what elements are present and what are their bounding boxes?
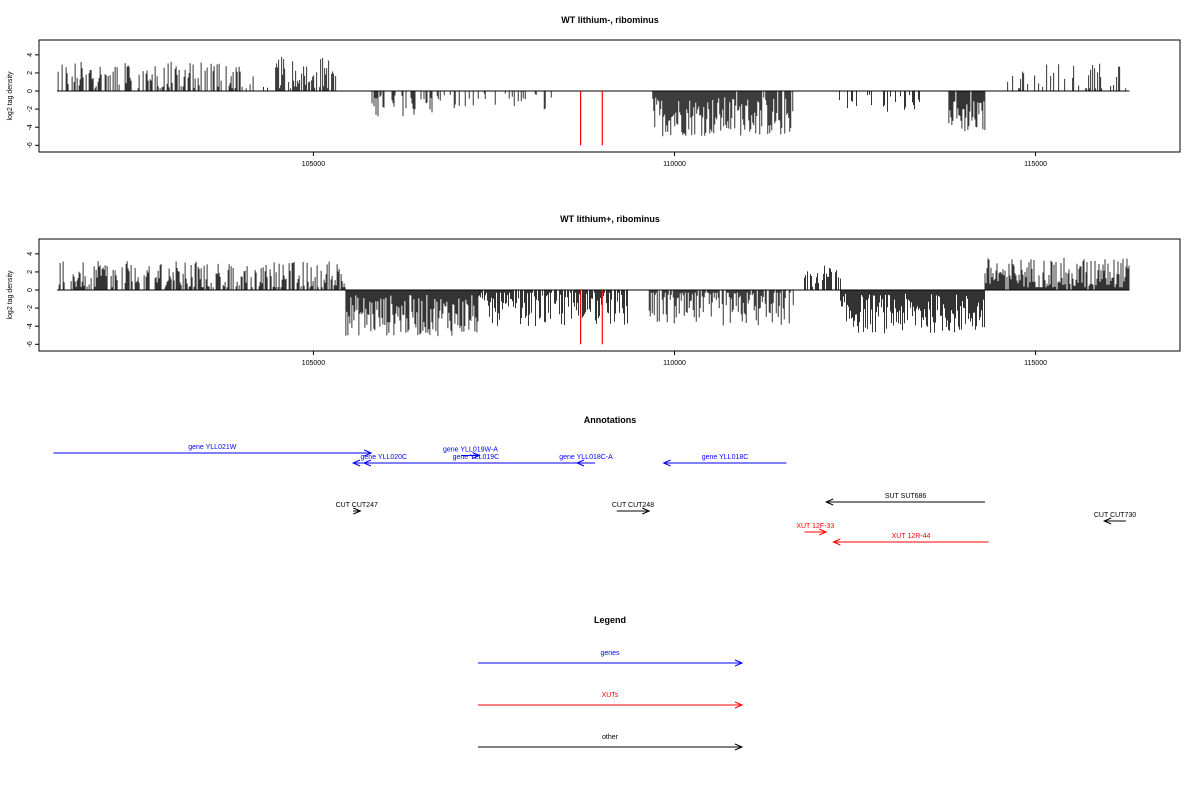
panel-1-x-axis: 105000 110000 115000 xyxy=(302,152,1047,168)
arrow-head xyxy=(472,452,481,459)
annotation-feature: gene YLL018C xyxy=(662,454,787,467)
feature-label: XUT 12R-44 xyxy=(892,533,931,540)
feature-label: gene YLL020C xyxy=(361,454,408,461)
y-tick-label: 2 xyxy=(27,270,34,274)
feature-label: gene YLL019C xyxy=(453,454,500,461)
legend-label: genes xyxy=(600,650,620,657)
feature-label: CUT CUT248 xyxy=(612,502,654,509)
annotation-feature: CUT CUT248 xyxy=(612,502,654,515)
x-tick-label: 105000 xyxy=(302,360,325,367)
y-tick-label: 4 xyxy=(27,252,34,256)
annotation-feature: gene YLL019C xyxy=(362,454,588,467)
legend-label: XUTs xyxy=(602,692,619,699)
panel-1-ylabel: log2 tag density xyxy=(7,71,14,121)
legend-item: other xyxy=(478,734,744,751)
y-tick-label: -4 xyxy=(27,124,34,130)
panel-2-frame xyxy=(38,238,1181,352)
feature-label: CUT CUT730 xyxy=(1094,512,1136,519)
feature-label: XUT 12F-33 xyxy=(796,523,834,530)
arrow-head xyxy=(824,498,834,506)
arrow-head xyxy=(734,701,744,709)
arrow-head xyxy=(362,459,372,467)
arrow-head xyxy=(662,459,671,467)
panel-1-y-axis: 4 2 0 -2 -4 -6 xyxy=(27,53,40,148)
annotation-feature: gene YLL019W-A xyxy=(443,447,498,459)
arrow-head xyxy=(1102,517,1112,525)
annotation-feature: gene YLL020C xyxy=(351,454,415,467)
feature-label: gene YLL021W xyxy=(188,444,237,451)
panel-1-bars xyxy=(57,56,1130,146)
feature-label: gene YLL019W-A xyxy=(443,447,498,454)
y-tick-label: -6 xyxy=(27,341,34,347)
feature-label: CUT CUT247 xyxy=(336,502,378,509)
y-tick-label: -2 xyxy=(27,305,34,311)
arrow-head xyxy=(832,538,841,546)
x-tick-label: 115000 xyxy=(1024,360,1047,367)
annotations-title: Annotations xyxy=(584,415,637,425)
legend-item: genes xyxy=(478,650,744,667)
annotation-feature: CUT CUT247 xyxy=(336,502,378,515)
arrow-head xyxy=(818,528,828,536)
panel-2-title: WT lithium+, ribominus xyxy=(560,214,660,224)
legend-item: XUTs xyxy=(478,692,744,709)
density-panel-2: WT lithium+, ribominus log2 tag density … xyxy=(7,214,1181,367)
annotations-panel: Annotations gene YLL021W gene YLL020C gene… xyxy=(53,415,1136,546)
y-tick-label: 4 xyxy=(27,53,34,57)
legend-panel: Legend genes XUTs other xyxy=(478,615,744,751)
legend-items: genes XUTs other xyxy=(478,650,744,751)
arrow-head xyxy=(734,659,744,667)
panel-2-y-axis: 4 2 0 -2 -4 -6 xyxy=(27,252,40,347)
density-panel-1: WT lithium-, ribominus log2 tag density … xyxy=(7,15,1181,168)
arrow-head xyxy=(351,459,361,467)
panel-2-ylabel: log2 tag density xyxy=(7,270,14,320)
panel-1-title: WT lithium-, ribominus xyxy=(561,15,659,25)
feature-label: SUT SUT686 xyxy=(885,493,927,500)
legend-label: other xyxy=(602,734,619,741)
annotation-feature: gene YLL018C-A xyxy=(559,454,613,467)
annotation-feature: gene YLL021W xyxy=(53,444,373,457)
x-tick-label: 110000 xyxy=(663,161,686,168)
annotation-feature: XUT 12F-33 xyxy=(796,523,834,536)
arrow-head xyxy=(363,449,373,457)
x-tick-label: 110000 xyxy=(663,360,686,367)
legend-title: Legend xyxy=(594,615,626,625)
y-tick-label: 2 xyxy=(27,71,34,75)
y-tick-label: -2 xyxy=(27,106,34,112)
x-tick-label: 105000 xyxy=(302,161,325,168)
y-tick-label: 0 xyxy=(27,89,34,93)
panel-1-frame xyxy=(38,39,1181,153)
arrow-head xyxy=(353,507,362,515)
annotation-feature: SUT SUT686 xyxy=(824,493,986,506)
annotation-feature: XUT 12R-44 xyxy=(832,533,989,546)
panel-2-x-axis: 105000 110000 115000 xyxy=(302,351,1047,367)
panel-2-bars xyxy=(57,257,1130,345)
arrow-head xyxy=(642,507,651,515)
arrow-head xyxy=(734,743,744,751)
arrow-head xyxy=(575,459,585,467)
feature-label: gene YLL018C-A xyxy=(559,454,613,461)
annotation-feature: CUT CUT730 xyxy=(1094,512,1136,525)
y-tick-label: -6 xyxy=(27,142,34,148)
y-tick-label: -4 xyxy=(27,323,34,329)
y-tick-label: 0 xyxy=(27,288,34,292)
feature-label: gene YLL018C xyxy=(702,454,749,461)
x-tick-label: 115000 xyxy=(1024,161,1047,168)
